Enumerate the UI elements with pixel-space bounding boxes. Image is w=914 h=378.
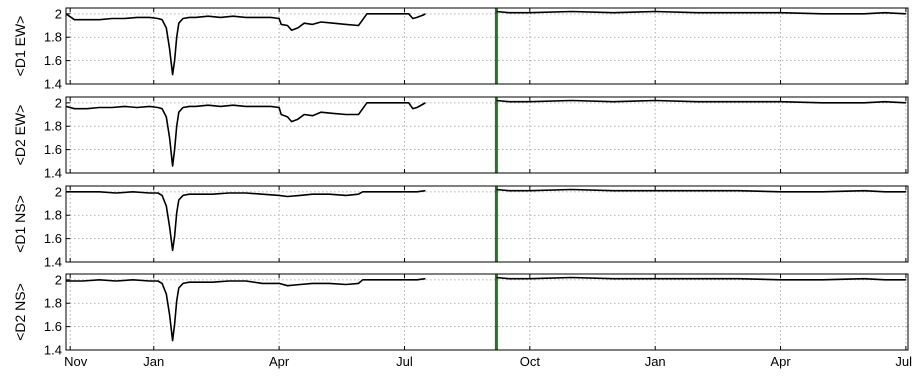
y-tick-label: 1.8 xyxy=(44,208,62,223)
y-tick-label: 1.8 xyxy=(44,119,62,134)
axes-frame xyxy=(65,7,909,85)
y-tick-label: 1.6 xyxy=(44,231,62,246)
y-axis-label: <D2 EW> xyxy=(12,105,28,166)
axes-frame xyxy=(65,185,909,263)
y-tick-label: 1.8 xyxy=(44,30,62,45)
x-tick-label: Apr xyxy=(770,354,791,369)
series-line-panel-1 xyxy=(65,10,906,76)
panel-2: 1.4 1.6 1.8 2 <D2 EW> xyxy=(12,95,909,181)
x-tick-label: Nov xyxy=(64,354,88,369)
panel-4: 1.4 1.6 1.8 2 <D2 NS> xyxy=(12,272,909,358)
y-tick-label: 1.4 xyxy=(44,77,62,92)
x-tick-label: Oct xyxy=(520,354,541,369)
x-tick-label: Jul xyxy=(396,354,413,369)
y-tick-label: 2 xyxy=(55,184,62,199)
y-tick-label: 2 xyxy=(55,6,62,21)
axes-frame xyxy=(65,96,909,174)
y-tick-label: 1.4 xyxy=(44,166,62,181)
y-tick-label: 1.4 xyxy=(44,255,62,270)
series-line-panel-2 xyxy=(65,99,906,167)
panel-1: 1.4 1.6 1.8 2 <D1 EW> xyxy=(12,6,909,92)
x-tick-label: Jan xyxy=(645,354,666,369)
y-axis-label: <D2 NS> xyxy=(12,283,28,341)
panel-3: 1.4 1.6 1.8 2 <D1 NS> xyxy=(12,184,909,270)
y-tick-label: 1.8 xyxy=(44,296,62,311)
axes-frame xyxy=(65,273,909,351)
x-tick-label: Jan xyxy=(143,354,164,369)
y-tick-label: 1.6 xyxy=(44,319,62,334)
series-line-panel-4 xyxy=(66,276,906,342)
x-tick-label: Jul xyxy=(895,354,912,369)
y-tick-label: 1.6 xyxy=(44,53,62,68)
x-tick-label: Apr xyxy=(269,354,290,369)
y-tick-label: 2 xyxy=(55,95,62,110)
y-tick-label: 1.6 xyxy=(44,142,62,157)
y-tick-label: 1.4 xyxy=(44,343,62,358)
series-line-panel-3 xyxy=(66,188,906,252)
y-axis-label: <D1 EW> xyxy=(12,16,28,77)
y-tick-label: 2 xyxy=(55,272,62,287)
y-axis-label: <D1 NS> xyxy=(12,195,28,253)
